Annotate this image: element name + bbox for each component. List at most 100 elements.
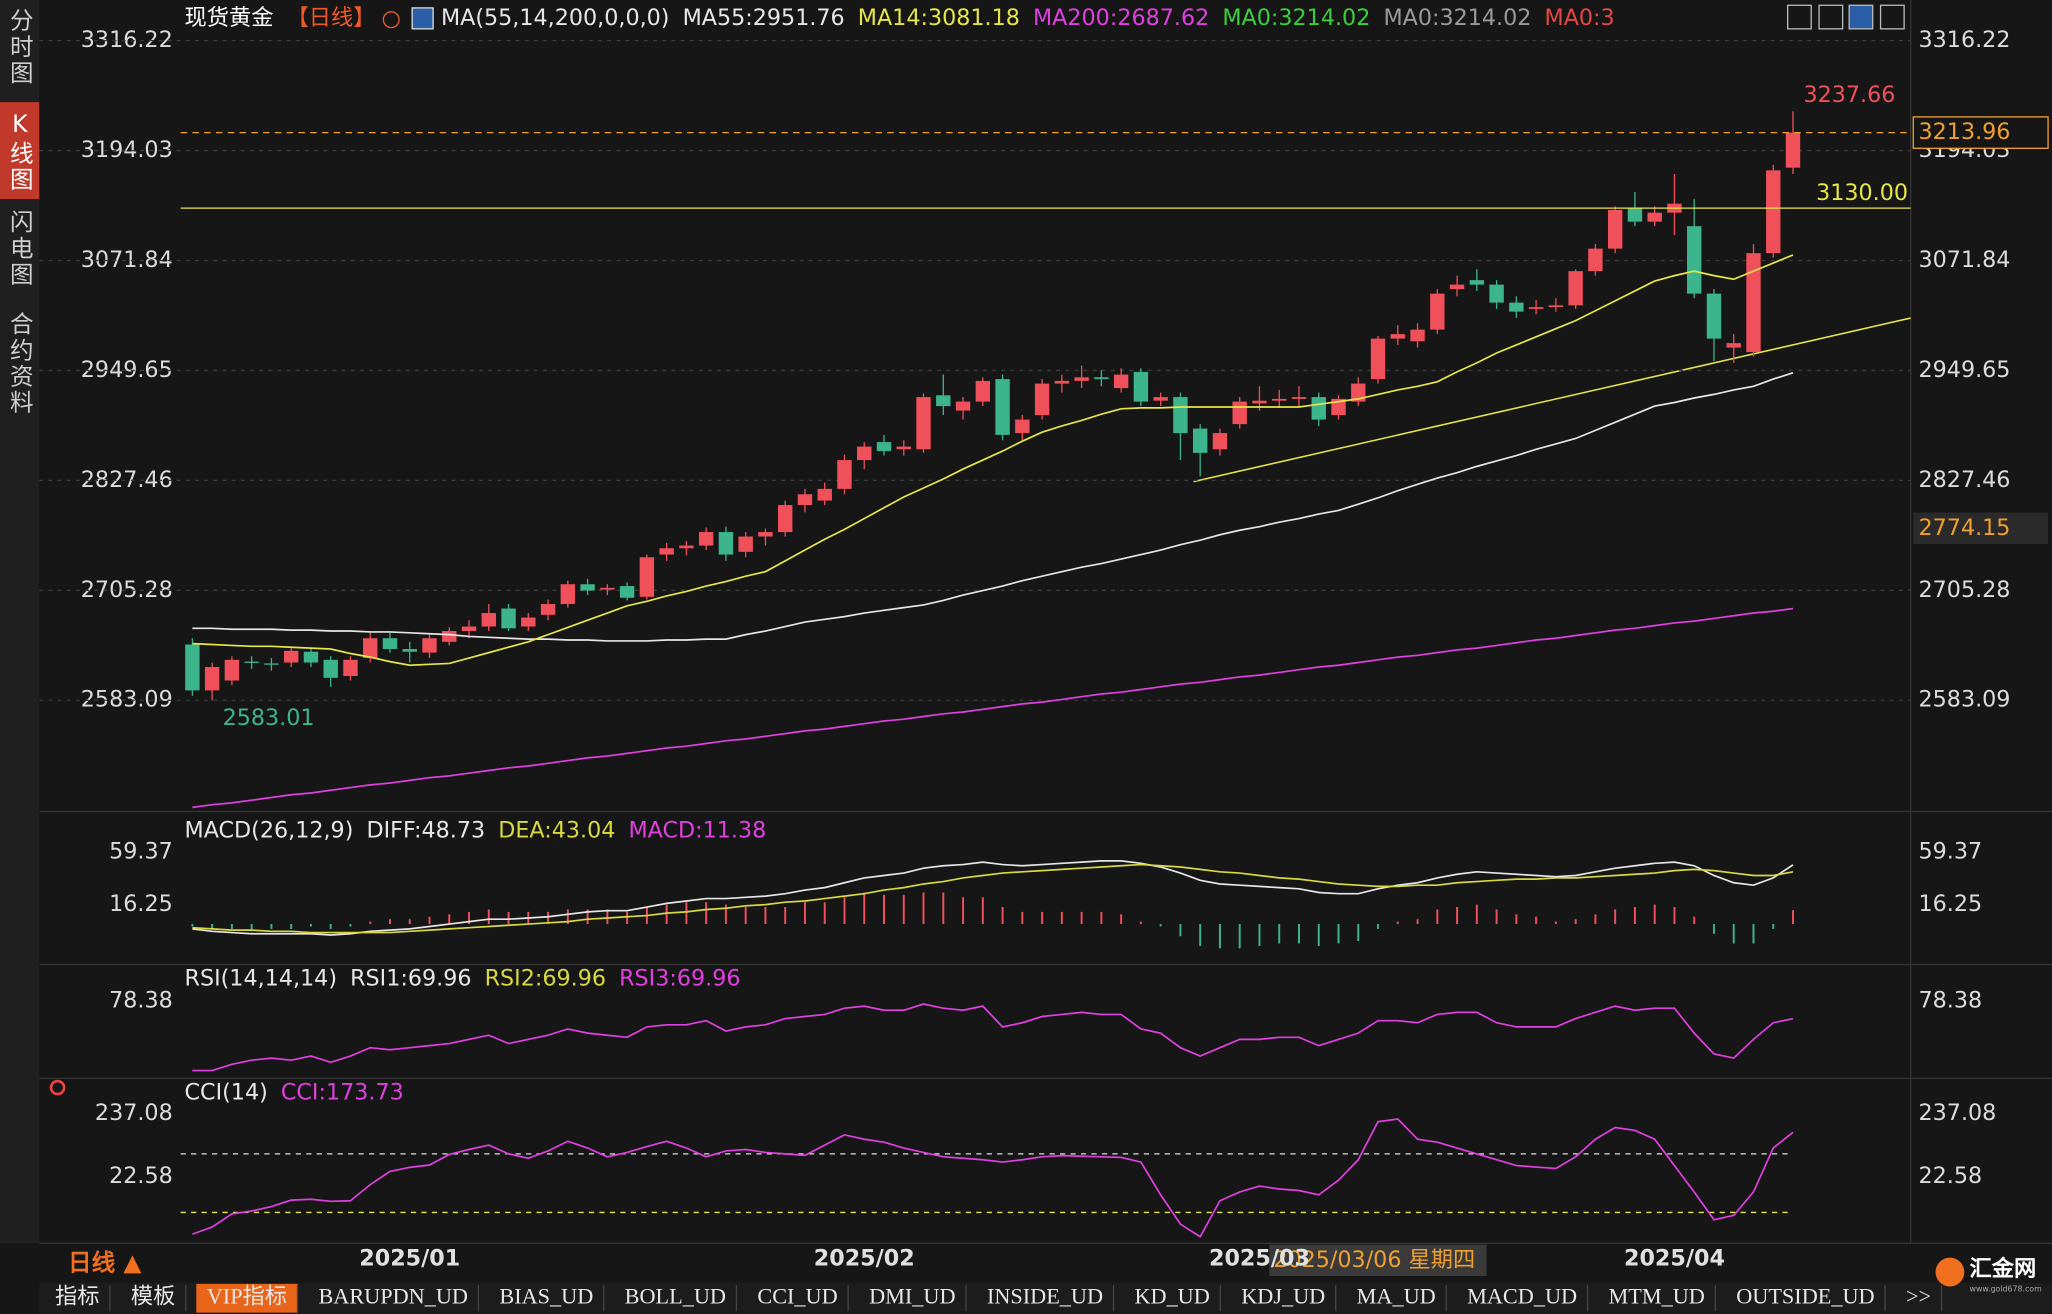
ma-line <box>192 860 1794 936</box>
side-tab[interactable]: 闪电图 <box>6 209 34 288</box>
candle-body <box>363 638 378 659</box>
bottom-tab[interactable]: MTM_UD <box>1608 1283 1704 1308</box>
bottom-tab[interactable]: >> <box>1906 1283 1931 1308</box>
candle-body <box>461 626 477 632</box>
bottom-tab[interactable]: 指标 <box>55 1283 99 1308</box>
candle-body <box>1489 284 1504 303</box>
y-tick-label-right: 59.37 <box>1919 838 1983 864</box>
legend-entry: MACD:11.38 <box>628 818 766 844</box>
y-tick-label: 78.38 <box>109 988 173 1014</box>
bottom-tab[interactable]: INSIDE_UD <box>987 1283 1103 1308</box>
icon[interactable] <box>1786 4 1812 30</box>
y-tick-label-right: 78.38 <box>1919 988 1983 1014</box>
crosshair-date-bg <box>1269 1244 1487 1277</box>
indicator-icon[interactable] <box>411 7 434 30</box>
bottom-tab[interactable]: BIAS_UD <box>499 1283 593 1308</box>
ma-line <box>192 254 1794 667</box>
indicator-icon[interactable] <box>49 1079 66 1096</box>
candle-body <box>1509 302 1524 312</box>
candle-body <box>738 536 753 552</box>
candle-body <box>1607 209 1623 249</box>
y-tick-label-right: 22.58 <box>1919 1163 1983 1189</box>
bottom-tab[interactable]: KD_UD <box>1134 1283 1209 1308</box>
candle-body <box>1192 428 1208 453</box>
candle-body <box>679 545 694 549</box>
last-price-box <box>1912 116 2049 149</box>
crosshair-date: 2025/03/06 星期四 <box>1273 1247 1475 1273</box>
bottom-tab[interactable]: 模板 <box>131 1283 175 1308</box>
side-tab[interactable]: 合约资料 <box>6 311 34 416</box>
side-panel <box>0 0 40 1244</box>
candle-body <box>1766 170 1781 254</box>
bottom-tab[interactable]: DMI_UD <box>869 1283 955 1308</box>
tab-bar <box>39 1282 2052 1314</box>
candle-body <box>442 631 457 642</box>
add-icon[interactable] <box>382 11 400 29</box>
candle-body <box>244 661 259 663</box>
bottom-tab[interactable]: KDJ_UD <box>1241 1283 1325 1308</box>
candle-body <box>1054 380 1070 384</box>
candle-body <box>837 460 852 489</box>
bottom-tab[interactable]: VIP指标 <box>207 1283 287 1308</box>
y-tick-label-right: 2949.65 <box>1919 357 2011 383</box>
y-tick-label-right: 2827.46 <box>1919 467 2011 493</box>
cursor-value-box <box>1913 512 2049 545</box>
trend-line[interactable] <box>1193 317 1911 483</box>
high-label: 3237.66 <box>1803 82 1895 108</box>
icon[interactable] <box>1879 4 1905 30</box>
y-tick-label-right: 237.08 <box>1919 1100 1997 1126</box>
icon[interactable] <box>1818 4 1844 30</box>
candle-body <box>619 586 635 598</box>
candle-body <box>1370 338 1386 380</box>
candle-body <box>1252 400 1267 404</box>
bottom-tab[interactable]: CCI_UD <box>757 1283 837 1308</box>
x-tick-label: 2025/03 <box>1209 1245 1310 1271</box>
icon[interactable] <box>1848 4 1874 30</box>
candle-body <box>521 617 536 627</box>
y-tick-label: 237.08 <box>95 1100 173 1126</box>
legend-entry: DEA:43.04 <box>498 818 615 844</box>
candle-body <box>659 548 674 555</box>
candle-body <box>1548 305 1564 308</box>
candle-body <box>580 584 595 591</box>
bottom-tab[interactable]: BARUPDN_UD <box>318 1283 468 1308</box>
side-tab[interactable]: K线图 <box>6 110 34 193</box>
candle-body <box>876 442 892 452</box>
side-tab[interactable]: 分时图 <box>6 8 34 87</box>
candle-body <box>303 651 319 663</box>
candle-body <box>857 446 872 461</box>
candle-body <box>639 557 655 597</box>
period: 【日线】 <box>287 5 376 31</box>
candle-body <box>1568 271 1583 306</box>
ma-line <box>192 1003 1794 1072</box>
candle-body <box>1232 401 1247 425</box>
candle-body <box>204 667 220 691</box>
bottom-tab[interactable]: BOLL_UD <box>625 1283 726 1308</box>
candle-body <box>1133 371 1149 402</box>
candle-body <box>936 395 951 407</box>
side-tab-active-bg <box>0 102 40 199</box>
candle-body <box>1588 248 1603 272</box>
legend-entry: MA55:2951.76 <box>683 5 845 31</box>
bottom-tab[interactable]: MACD_UD <box>1467 1283 1577 1308</box>
candle-body <box>1469 280 1485 285</box>
instrument: 现货黄金 <box>185 5 274 31</box>
candle-body <box>1212 433 1228 450</box>
candle-body <box>916 397 931 450</box>
tab-bg <box>196 1283 298 1313</box>
y-tick-label-right: 3316.22 <box>1919 27 2011 53</box>
candle-body <box>402 649 417 652</box>
candle-body <box>264 663 279 665</box>
y-tick-label-right: 2705.28 <box>1919 577 2011 603</box>
y-tick-label: 59.37 <box>109 838 173 864</box>
low-label: 2583.01 <box>223 705 315 731</box>
candle-body <box>540 604 556 615</box>
bottom-tab[interactable]: MA_UD <box>1357 1283 1436 1308</box>
bottom-tab[interactable]: OUTSIDE_UD <box>1736 1283 1874 1308</box>
candle-body <box>1746 253 1761 353</box>
candle-body <box>975 380 991 402</box>
candle-body <box>224 659 240 681</box>
period-switch[interactable]: 日线 ▲ <box>68 1249 142 1277</box>
